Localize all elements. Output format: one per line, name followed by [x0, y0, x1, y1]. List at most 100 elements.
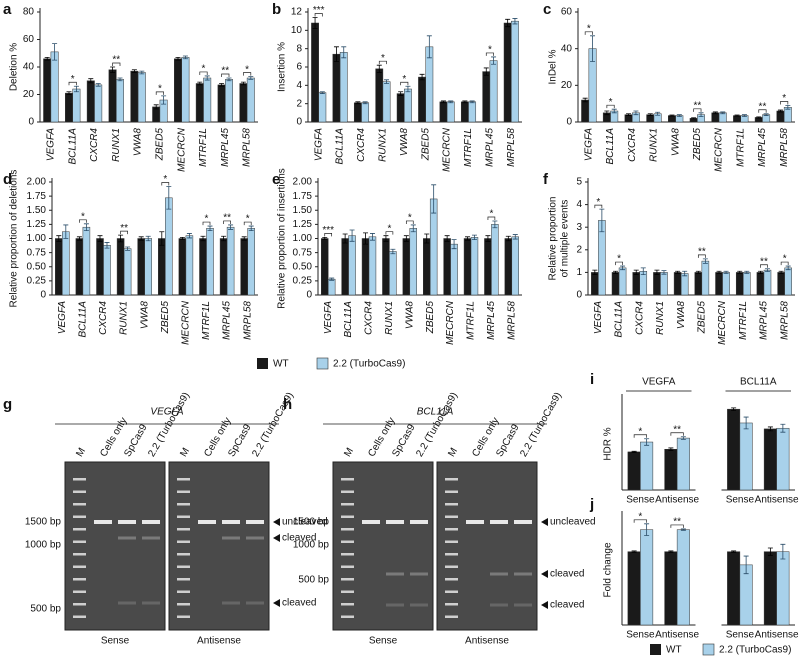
- x-tick-label: MECRCN: [445, 300, 456, 345]
- significance-label: *: [158, 84, 162, 95]
- significance-bracket: [633, 519, 647, 523]
- significance-label: **: [221, 66, 229, 77]
- bar: [627, 551, 641, 626]
- error-bar: [410, 224, 416, 233]
- significance-bracket: [670, 432, 684, 436]
- error-bar: [52, 43, 58, 61]
- x-tick-label: VWA8: [404, 301, 415, 330]
- bar: [409, 228, 417, 296]
- x-tick-label: RUNX1: [384, 301, 395, 335]
- bar: [144, 238, 152, 296]
- y-tick-label: 0: [296, 117, 302, 128]
- significance-bracket: [221, 73, 230, 77]
- error-bar: [426, 35, 432, 59]
- y-tick-label: 60: [23, 34, 35, 45]
- error-bar: [744, 270, 750, 274]
- error-bar: [741, 114, 747, 117]
- error-bar: [241, 236, 247, 241]
- ladder-band: [445, 590, 458, 593]
- bar: [382, 238, 390, 296]
- x-tick-label: ZBED5: [155, 128, 166, 162]
- significance-bracket: [405, 220, 414, 224]
- error-bar: [731, 407, 737, 411]
- significance-bracket: [112, 62, 121, 66]
- error-bar: [763, 113, 769, 116]
- x-tick-label: VEGFA: [57, 301, 68, 334]
- significance-label: *: [617, 254, 621, 265]
- group-label: VEGFA: [642, 377, 676, 388]
- ladder-band: [445, 490, 458, 493]
- significance-label: **: [759, 101, 767, 112]
- error-bar: [403, 235, 409, 242]
- gel-band: [490, 603, 508, 607]
- error-bar: [419, 73, 425, 81]
- y-axis-label: Relative proportion of deletions: [9, 170, 20, 308]
- ladder-band: [73, 528, 86, 531]
- error-bar: [66, 91, 72, 95]
- y-tick-label: 1.75: [27, 191, 47, 202]
- ladder-band: [445, 503, 458, 506]
- error-bar: [757, 270, 763, 274]
- size-marker: 1500 bp: [25, 517, 62, 528]
- bar: [116, 238, 125, 296]
- x-tick-label: BCL11A: [614, 301, 625, 338]
- error-bar: [611, 108, 617, 114]
- ladder-band: [341, 578, 354, 581]
- bar: [62, 231, 70, 296]
- ladder-band: [177, 540, 190, 543]
- significance-bracket: [670, 524, 684, 528]
- x-tick-label: RUNX1: [655, 301, 666, 335]
- ladder-band: [177, 490, 190, 493]
- y-tick-label: 0.50: [293, 261, 313, 272]
- panel-letter: b: [272, 1, 281, 18]
- error-bar: [777, 109, 783, 113]
- error-bar: [626, 113, 632, 116]
- x-tick-label: MECRCN: [714, 127, 725, 172]
- bar: [240, 238, 248, 296]
- bar: [404, 88, 412, 123]
- gel-side-label: Antisense: [465, 636, 509, 647]
- significance-bracket: [780, 101, 789, 105]
- x-tick-label: MRPL45: [222, 301, 233, 340]
- ladder-band: [445, 515, 458, 518]
- error-bar: [207, 225, 213, 231]
- error-bar: [590, 35, 596, 62]
- ladder-band: [177, 515, 190, 518]
- gel-band: [246, 520, 264, 524]
- y-axis-label: Relative proportion: [548, 197, 559, 281]
- bar: [743, 272, 751, 296]
- ladder-band: [445, 478, 458, 481]
- x-tick-label: CXCR4: [634, 301, 645, 335]
- error-bar: [424, 233, 430, 244]
- significance-bracket: [385, 231, 394, 235]
- x-tick-label: VWA8: [399, 128, 410, 157]
- error-bar: [219, 83, 225, 87]
- error-bar: [118, 234, 124, 243]
- bar: [174, 58, 182, 123]
- y-tick-label: 1.00: [27, 233, 47, 244]
- bar: [418, 76, 426, 123]
- error-bar: [104, 242, 110, 249]
- y-tick-label: 40: [23, 62, 35, 73]
- y-tick-label: 1.75: [293, 191, 313, 202]
- significance-label: *: [609, 97, 613, 108]
- bar: [103, 245, 111, 296]
- bar: [632, 272, 640, 296]
- bar: [96, 238, 104, 296]
- significance-label: *: [783, 254, 787, 265]
- x-tick-label: MTRF1L: [463, 128, 474, 167]
- error-bar: [613, 270, 619, 274]
- error-bar: [512, 234, 518, 240]
- bar: [327, 278, 336, 296]
- error-bar: [131, 69, 137, 73]
- error-bar: [785, 105, 791, 110]
- band-arrow: [541, 570, 548, 578]
- gel-band: [490, 520, 508, 524]
- error-bar: [633, 269, 639, 276]
- error-bar: [166, 186, 172, 210]
- bar: [402, 238, 411, 296]
- error-bar: [319, 91, 325, 94]
- y-tick-label: 1: [576, 267, 582, 278]
- ladder-band: [73, 590, 86, 593]
